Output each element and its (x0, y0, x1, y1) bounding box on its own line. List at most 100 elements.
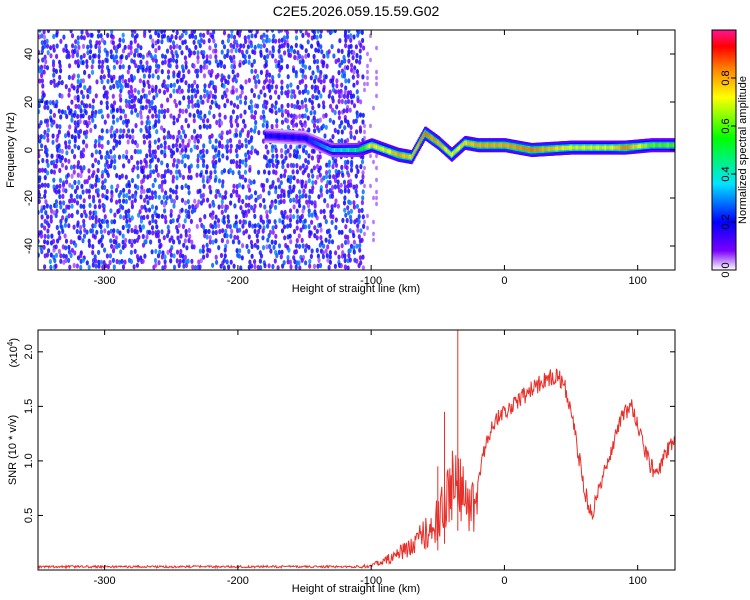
heatmap-ridge-cell (582, 145, 585, 150)
heatmap-noise-cell (202, 64, 206, 70)
heatmap-noise-cell (347, 210, 351, 216)
heatmap-noise-cell (155, 92, 159, 98)
heatmap-noise-cell (231, 239, 235, 245)
heatmap-noise-cell (297, 198, 301, 204)
heatmap-noise-cell (118, 42, 122, 49)
heatmap-noise-cell (225, 233, 229, 239)
heatmap-noise-cell (346, 234, 350, 240)
heatmap-noise-cell (273, 204, 278, 210)
heatmap-ridge-cell (541, 147, 544, 152)
heatmap-noise-cell (118, 139, 122, 146)
heatmap-noise-cell (334, 89, 338, 95)
heatmap-ridge-cell (477, 143, 479, 148)
heatmap-ridge-cell (377, 145, 380, 150)
heatmap-noise-cell (244, 137, 248, 144)
heatmap-ridge-cell (411, 153, 414, 158)
heatmap-noise-cell (133, 193, 137, 199)
heatmap-noise-cell (350, 67, 354, 73)
heatmap-ridge-cell (665, 143, 668, 148)
heatmap-noise-cell (295, 198, 299, 204)
heatmap-noise-cell (244, 79, 248, 85)
heatmap-ridge-cell (571, 145, 574, 150)
heatmap-noise-cell (151, 113, 155, 119)
heatmap-noise-cell (43, 225, 47, 231)
heatmap-noise-cell (264, 77, 268, 83)
heatmap-noise-cell (88, 202, 92, 208)
heatmap-noise-cell (41, 57, 45, 63)
y-tick-label: 0.5 (23, 508, 35, 523)
heatmap-noise-cell (46, 234, 50, 240)
heatmap-noise-cell (139, 159, 143, 165)
heatmap-noise-cell (192, 128, 197, 134)
heatmap-noise-cell (181, 108, 185, 114)
heatmap-ridge-cell (472, 142, 475, 147)
heatmap-noise-cell (346, 137, 350, 143)
heatmap-ridge-cell (470, 141, 473, 146)
heatmap-noise-cell (49, 252, 53, 258)
heatmap-noise-cell (270, 103, 274, 109)
heatmap-noise-cell (109, 128, 113, 134)
heatmap-noise-cell (208, 54, 213, 60)
heatmap-noise-cell (191, 103, 195, 109)
heatmap-noise-cell (168, 134, 172, 140)
heatmap-noise-cell (240, 142, 244, 149)
heatmap-noise-cell (90, 64, 94, 70)
heatmap-noise-cell (62, 47, 66, 53)
heatmap-ridge-cell (592, 145, 595, 150)
heatmap-ridge-cell (318, 142, 321, 147)
heatmap-noise-cell (100, 64, 104, 70)
heatmap-noise-cell (127, 52, 131, 58)
heatmap-noise-cell (153, 257, 158, 264)
heatmap-noise-cell (360, 159, 365, 165)
heatmap-noise-cell (90, 152, 94, 158)
heatmap-noise-cell (169, 93, 173, 99)
heatmap-noise-cell (259, 43, 263, 50)
heatmap-noise-cell (107, 154, 111, 160)
heatmap-noise-cell (274, 233, 278, 239)
heatmap-noise-cell (221, 183, 225, 189)
heatmap-noise-cell (87, 242, 92, 248)
heatmap-noise-cell (105, 219, 109, 225)
heatmap-ridge-cell (597, 145, 600, 150)
heatmap-noise-cell (187, 227, 191, 233)
heatmap-ridge-cell (439, 142, 442, 147)
heatmap-ridge-cell (364, 145, 367, 150)
heatmap-noise-cell (262, 43, 266, 49)
heatmap-ridge-cell (278, 134, 281, 139)
heatmap-noise-cell (222, 265, 226, 270)
heatmap-noise-cell (151, 87, 155, 94)
heatmap-noise-cell (133, 197, 137, 203)
heatmap-noise-cell (319, 33, 323, 39)
heatmap-noise-cell (243, 177, 248, 183)
heatmap-noise-cell (67, 92, 71, 98)
heatmap-ridge-cell (456, 147, 459, 152)
heatmap-noise-cell (183, 200, 188, 206)
heatmap-noise-cell (178, 44, 182, 51)
heatmap-noise-cell (205, 58, 209, 64)
heatmap-noise-cell (317, 89, 321, 95)
heatmap-noise-cell (99, 224, 103, 230)
heatmap-noise-cell (166, 249, 170, 255)
heatmap-noise-cell (248, 222, 252, 228)
heatmap-noise-cell (187, 88, 191, 94)
heatmap-noise-cell (117, 192, 121, 199)
x-tick-label: 0 (501, 275, 507, 287)
heatmap-noise-cell (63, 233, 67, 239)
heatmap-ridge-cell (503, 143, 506, 148)
heatmap-noise-cell (310, 168, 314, 174)
heatmap-noise-cell (203, 87, 207, 94)
heatmap-noise-cell (208, 45, 212, 51)
heatmap-noise-cell (145, 194, 149, 200)
heatmap-noise-cell (199, 115, 203, 121)
heatmap-noise-cell (259, 34, 263, 40)
heatmap-noise-cell (178, 172, 182, 178)
heatmap-noise-cell (74, 103, 78, 109)
heatmap-ridge-cell (459, 145, 462, 150)
heatmap-noise-cell (250, 33, 254, 39)
heatmap-ridge-cell (453, 151, 455, 156)
heatmap-noise-cell (69, 164, 74, 170)
heatmap-ridge-cell (660, 143, 662, 148)
x-tick-label: -300 (94, 275, 116, 287)
heatmap-noise-cell (195, 83, 199, 89)
heatmap-noise-cell (148, 148, 152, 154)
